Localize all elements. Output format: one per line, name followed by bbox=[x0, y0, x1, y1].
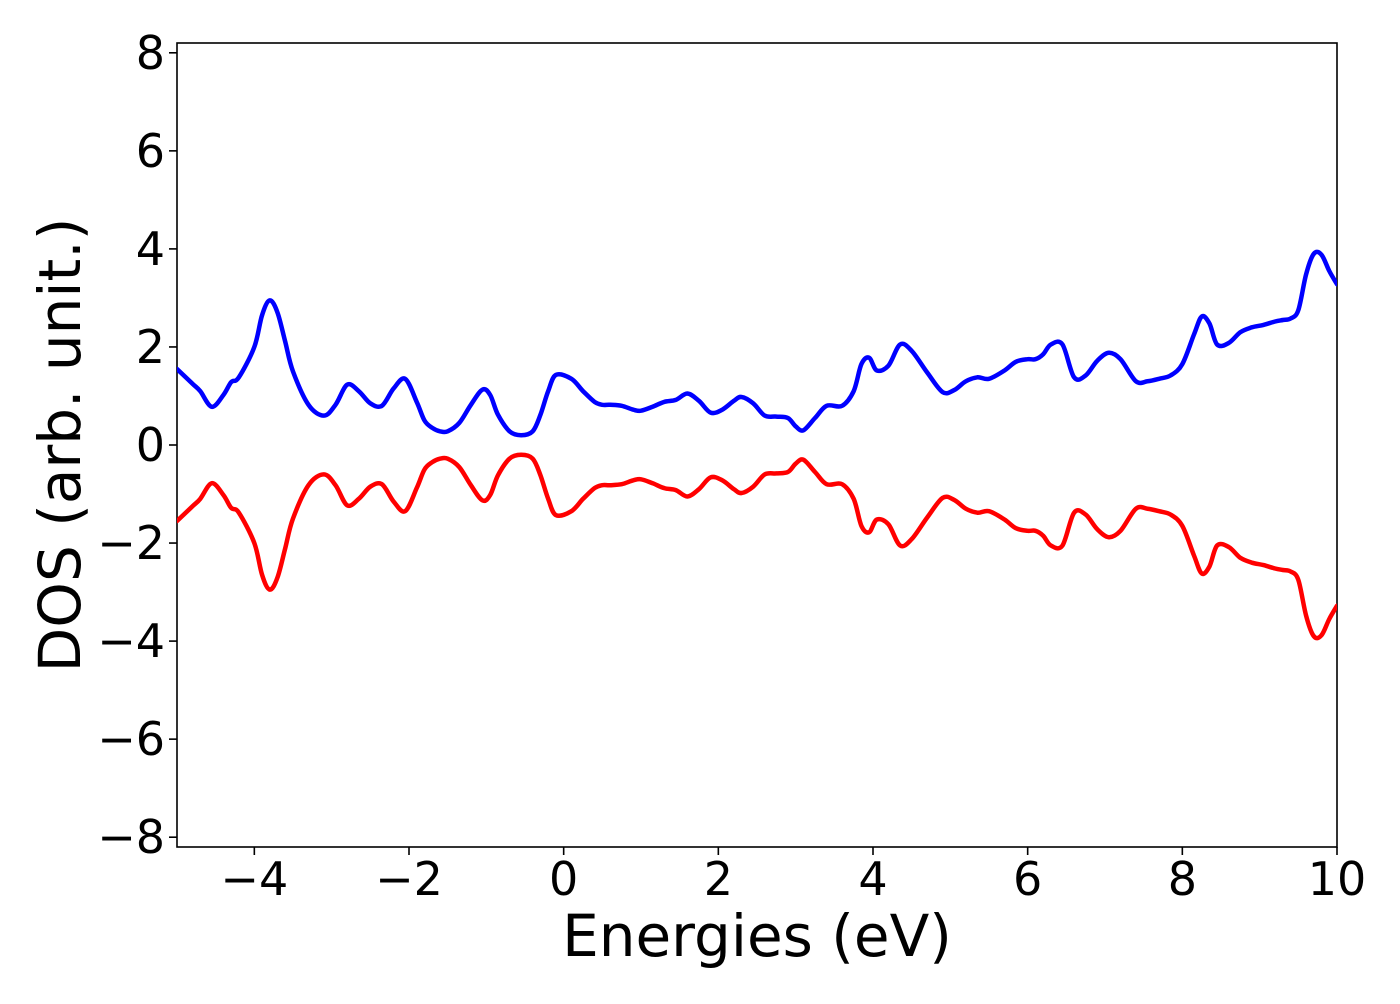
y-tick-label: 8 bbox=[136, 26, 165, 80]
y-tick-label: −6 bbox=[97, 712, 165, 766]
y-tick-label: 4 bbox=[136, 222, 165, 276]
series-line-2 bbox=[177, 452, 1337, 641]
x-tick-label: −2 bbox=[375, 852, 443, 906]
x-tick-label: 6 bbox=[1013, 852, 1042, 906]
x-tick-label: −4 bbox=[220, 852, 288, 906]
plot-frame bbox=[176, 42, 1338, 848]
x-tick-label: 10 bbox=[1308, 852, 1367, 906]
x-tick-label: 2 bbox=[704, 852, 733, 906]
y-tick-label: 6 bbox=[136, 124, 165, 178]
y-tick-label: 2 bbox=[136, 320, 165, 374]
x-axis-ticks: −4 −2 0 2 4 6 8 10 bbox=[220, 847, 1366, 906]
y-axis-title: DOS (arb. unit.) bbox=[26, 218, 94, 673]
series-line-1 bbox=[177, 249, 1337, 438]
x-axis-title: Energies (eV) bbox=[562, 902, 952, 970]
y-tick-label: −8 bbox=[97, 810, 165, 864]
y-tick-label: −2 bbox=[97, 516, 165, 570]
series-layer bbox=[177, 249, 1337, 641]
y-tick-label: 0 bbox=[136, 418, 165, 472]
y-axis-ticks: −8 −6 −4 −2 0 2 4 6 8 bbox=[97, 26, 177, 864]
x-tick-label: 4 bbox=[858, 852, 887, 906]
y-tick-label: −4 bbox=[97, 614, 165, 668]
x-tick-label: 0 bbox=[549, 852, 578, 906]
x-tick-label: 8 bbox=[1168, 852, 1197, 906]
